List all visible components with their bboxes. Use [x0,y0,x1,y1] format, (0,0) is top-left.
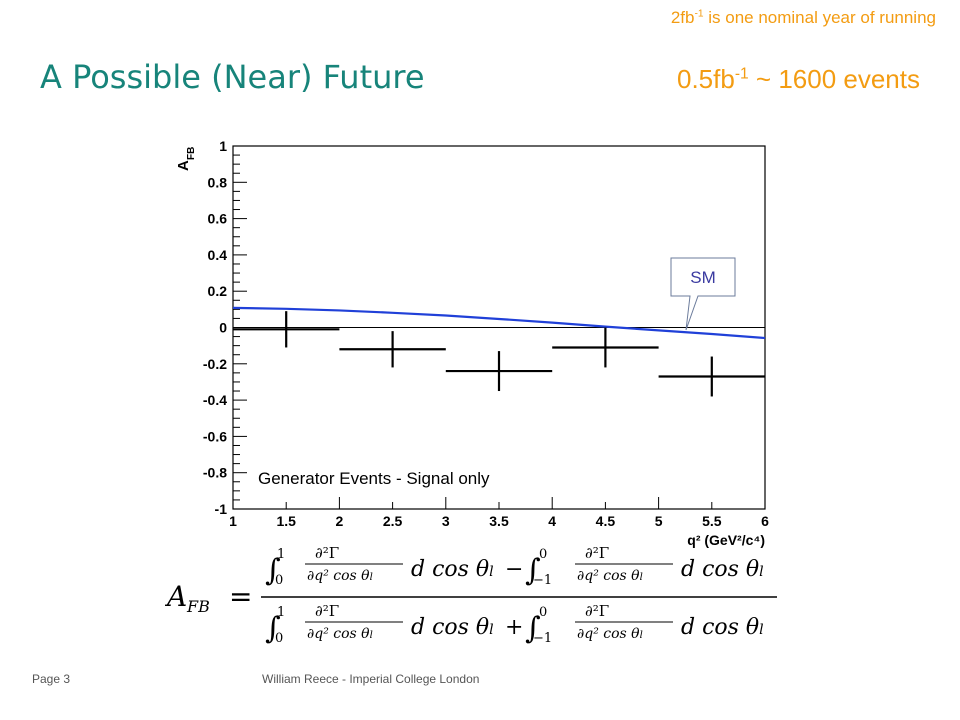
x-tick-label: 4.5 [596,513,616,529]
svg-text:+: + [505,615,523,640]
y-axis-label: A [175,160,192,171]
svg-text:1: 1 [277,547,285,562]
svg-text:∂²Γ: ∂²Γ [585,544,609,562]
svg-text:∂q² cos θl: ∂q² cos θl [307,626,373,642]
page-number: Page 3 [32,672,71,686]
x-tick-label: 1.5 [276,513,296,529]
y-tick-label: -0.2 [203,356,227,372]
nominal-year-note: 2fb-1 is one nominal year of running [670,8,936,27]
footer-author: William Reece - Imperial College London [262,672,480,686]
events-estimate: 0.5fb-1 ~ 1600 events [676,64,920,94]
svg-text:0: 0 [275,573,283,588]
svg-text:∫: ∫ [265,553,281,588]
svg-text:0: 0 [275,631,283,646]
svg-text:∫: ∫ [265,611,281,646]
x-tick-label: 5 [655,513,663,529]
svg-text:d cos θl: d cos θl [681,557,764,582]
chart-annotation: Generator Events - Signal only [258,469,490,488]
y-tick-label: 0.8 [208,174,228,190]
svg-text:∂q² cos θl: ∂q² cos θl [577,568,643,584]
sm-callout-box [670,257,736,331]
y-tick-label: 1 [219,138,227,154]
y-tick-label: 0 [219,320,227,336]
x-tick-label: 2.5 [383,513,403,529]
svg-text:∫: ∫ [525,553,541,588]
svg-text:−1: −1 [533,631,552,646]
y-tick-label: 0.6 [208,211,228,227]
x-tick-label: 2 [336,513,344,529]
svg-text:−: − [505,557,523,582]
svg-text:d cos θl: d cos θl [681,615,764,640]
svg-text:1: 1 [277,605,285,620]
sm-curve [232,306,766,340]
sm-callout-label: SM [690,268,716,287]
x-axis-label: q² (GeV²/c⁴) [687,532,765,548]
y-tick-label: -1 [215,501,228,517]
x-tick-label: 5.5 [702,513,722,529]
x-tick-label: 3.5 [489,513,509,529]
svg-text:−1: −1 [533,573,552,588]
y-tick-label: -0.6 [203,428,227,444]
svg-text:∂²Γ: ∂²Γ [315,544,339,562]
slide-title: A Possible (Near) Future [40,58,425,96]
afb-formula: A FB = ∫ 1 0 ∂²Γ ∂q² cos θl d cos θl − ∫… [164,540,785,654]
y-axis-label-sub: FB [186,147,197,160]
svg-text:0: 0 [539,547,547,562]
y-tick-label: -0.4 [203,392,227,408]
svg-text:∂q² cos θl: ∂q² cos θl [577,626,643,642]
formula-lhs-sub: FB [186,597,210,616]
svg-text:d cos θl: d cos θl [411,615,494,640]
y-tick-label: -0.8 [203,465,227,481]
svg-text:∂²Γ: ∂²Γ [585,602,609,620]
x-tick-label: 6 [761,513,769,529]
svg-text:=: = [229,580,252,613]
svg-text:∫: ∫ [525,611,541,646]
x-tick-label: 4 [548,513,556,529]
afb-formula-graphic: A FB = ∫ 1 0 ∂²Γ ∂q² cos θl d cos θl − ∫… [164,544,777,646]
svg-text:0: 0 [539,605,547,620]
y-tick-label: 0.2 [208,283,228,299]
svg-text:∂q² cos θl: ∂q² cos θl [307,568,373,584]
formula-lhs: A [165,580,187,613]
svg-text:d cos θl: d cos θl [411,557,494,582]
y-tick-label: 0.4 [208,247,228,263]
svg-text:∂²Γ: ∂²Γ [315,602,339,620]
x-tick-label: 3 [442,513,450,529]
x-tick-label: 1 [229,513,237,529]
